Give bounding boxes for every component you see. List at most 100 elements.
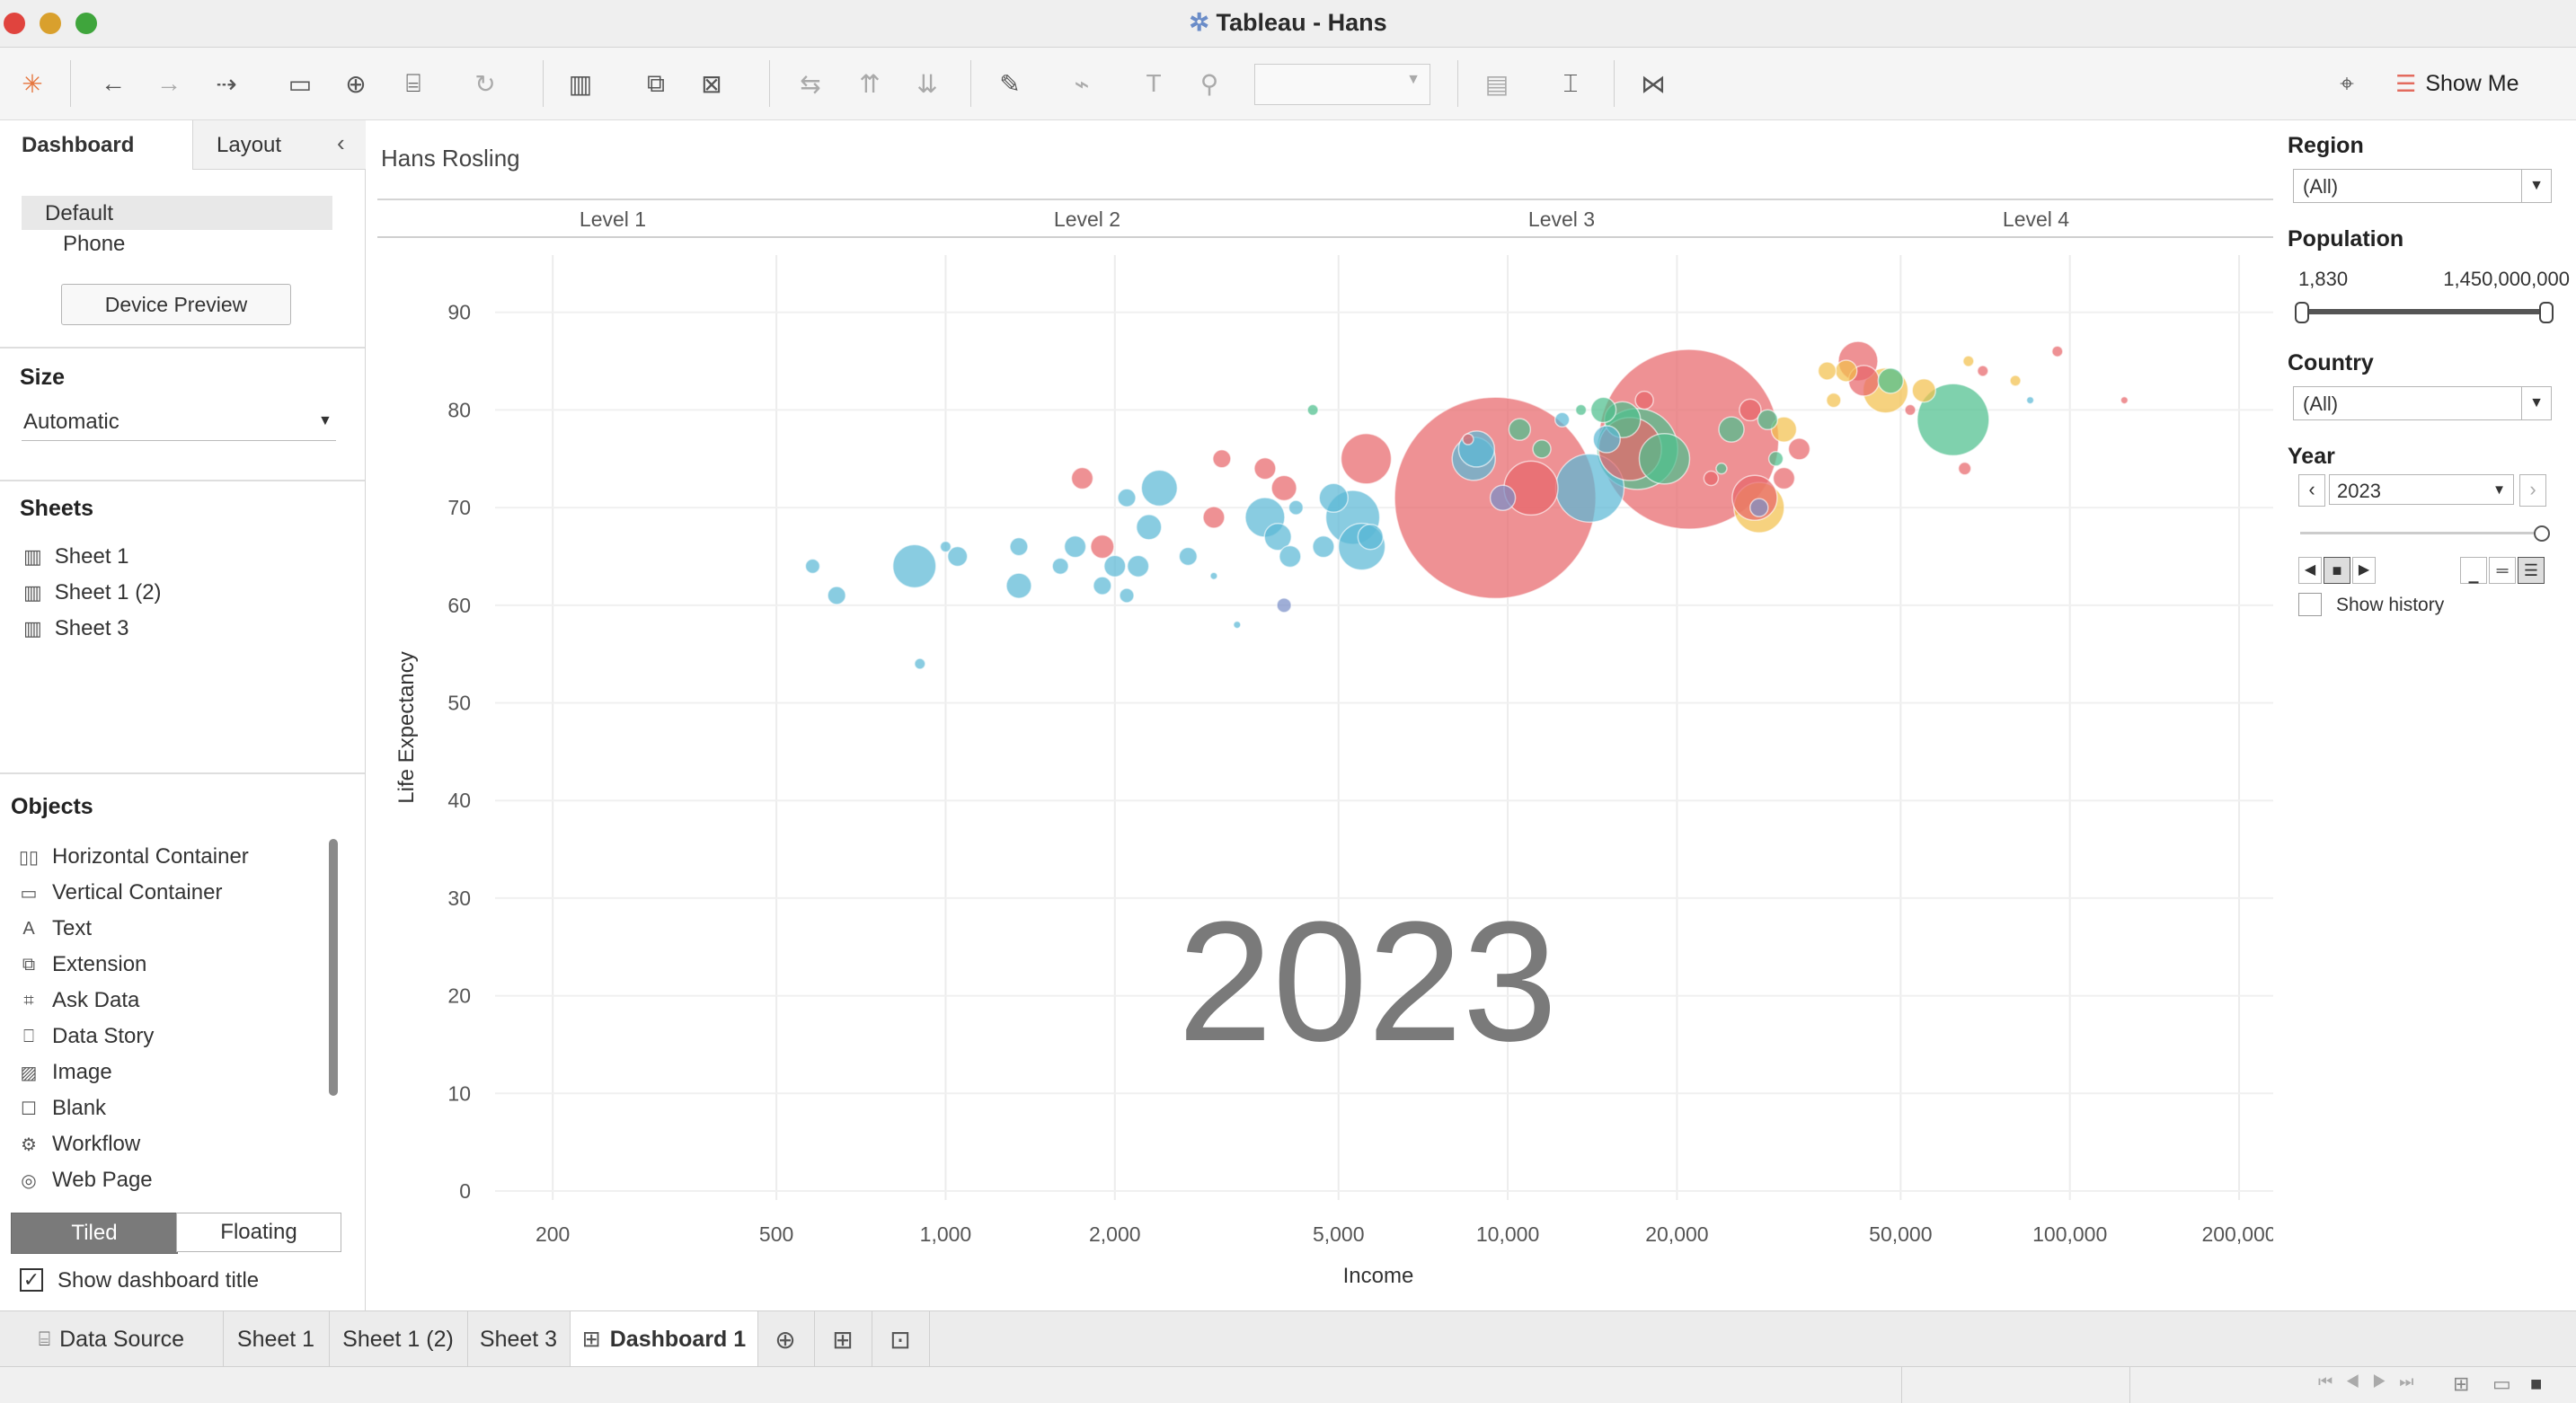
bubble-point[interactable] <box>1817 361 1837 381</box>
show-mark-labels-icon[interactable]: T <box>1146 69 1162 97</box>
bubble-point[interactable] <box>1340 433 1393 485</box>
object-horizontal-container[interactable]: ▯▯ Horizontal Container <box>18 844 249 869</box>
save-icon[interactable]: ▭ <box>288 69 313 98</box>
pause-updates-icon[interactable]: ⌸ <box>405 68 421 97</box>
new-story-tab-icon[interactable]: ⊡ <box>872 1311 930 1367</box>
show-history-checkbox[interactable] <box>2298 593 2322 616</box>
close-window-button[interactable] <box>4 13 25 34</box>
bubble-point[interactable] <box>1270 474 1297 502</box>
object-text[interactable]: A Text <box>18 916 92 941</box>
bubble-point[interactable] <box>1119 587 1135 604</box>
bubble-point[interactable] <box>2025 395 2035 405</box>
sheet-item-3[interactable]: ▥ Sheet 3 <box>23 616 129 641</box>
format-painter-icon[interactable]: ⌖ <box>2340 68 2354 97</box>
bubble-point[interactable] <box>2009 375 2022 387</box>
bubble-point[interactable] <box>1877 367 1905 394</box>
new-worksheet-icon[interactable]: ▥ <box>568 69 593 98</box>
play-backward-icon[interactable]: ◀ <box>2298 557 2322 584</box>
population-slider-min-handle[interactable] <box>2295 302 2309 323</box>
population-slider[interactable] <box>2300 309 2546 314</box>
sort-descending-icon[interactable]: ⇊ <box>916 69 938 98</box>
stop-icon[interactable]: ■ <box>2324 557 2350 584</box>
bubble-point[interactable] <box>1739 398 1762 422</box>
tab-sheet-3[interactable]: Sheet 3 <box>467 1311 571 1367</box>
bubble-point[interactable] <box>1263 522 1292 551</box>
device-preview-button[interactable]: Device Preview <box>61 284 291 325</box>
bubble-point[interactable] <box>1318 482 1350 514</box>
device-default[interactable]: Default <box>22 196 332 230</box>
bubble-point[interactable] <box>1917 383 1990 457</box>
objects-scrollbar[interactable] <box>329 839 338 1096</box>
object-extension[interactable]: ⧉ Extension <box>18 952 147 977</box>
object-blank[interactable]: ☐ Blank <box>18 1096 106 1121</box>
speed-fast-icon[interactable]: ☰ <box>2518 557 2545 584</box>
bubble-point[interactable] <box>1638 433 1691 485</box>
tableau-home-icon[interactable]: ✳ <box>22 69 43 98</box>
bubble-point[interactable] <box>1063 534 1087 559</box>
collapse-panel-icon[interactable]: ‹ <box>337 129 345 156</box>
bubble-point[interactable] <box>1051 557 1069 576</box>
show-title-checkbox[interactable]: ✓ <box>20 1268 43 1292</box>
fix-axes-icon[interactable]: ⚲ <box>1199 69 1219 98</box>
object-image[interactable]: ▨ Image <box>18 1060 112 1085</box>
bubble-point[interactable] <box>1462 433 1474 446</box>
bubble-point[interactable] <box>1592 425 1621 454</box>
bubble-point[interactable] <box>827 586 846 605</box>
bubble-point[interactable] <box>1233 620 1242 630</box>
sheet-sorter-icon[interactable]: ⊞ <box>2453 1372 2470 1395</box>
bubble-point[interactable] <box>1140 469 1179 507</box>
object-data-story[interactable]: ⎕ Data Story <box>18 1024 154 1049</box>
minimize-window-button[interactable] <box>40 13 61 34</box>
bubble-point[interactable] <box>1554 411 1571 428</box>
bubble-point[interactable] <box>1589 396 1617 424</box>
bubble-point[interactable] <box>1826 392 1842 409</box>
bubble-point[interactable] <box>1136 514 1163 541</box>
bubble-point[interactable] <box>1508 418 1532 441</box>
bubble-point[interactable] <box>946 545 969 568</box>
new-data-source-icon[interactable]: ⊕ <box>345 69 367 98</box>
new-dashboard-tab-icon[interactable]: ⊞ <box>814 1311 872 1367</box>
bubble-point[interactable] <box>1279 544 1302 569</box>
play-forward-icon[interactable]: ▶ <box>2352 557 2376 584</box>
sort-ascending-icon[interactable]: ⇈ <box>859 69 881 98</box>
bubble-point[interactable] <box>1178 546 1199 567</box>
bubble-point[interactable] <box>1574 403 1588 417</box>
bubble-point[interactable] <box>1005 572 1032 599</box>
region-dropdown[interactable]: (All) ▼ <box>2293 169 2552 203</box>
bubble-point[interactable] <box>1117 488 1137 508</box>
tab-sheet-1-2[interactable]: Sheet 1 (2) <box>329 1311 468 1367</box>
tab-sheet-1[interactable]: Sheet 1 <box>223 1311 330 1367</box>
tab-data-source[interactable]: ⌸ Data Source <box>0 1311 224 1367</box>
year-previous-button[interactable]: ‹ <box>2298 474 2325 507</box>
show-me-button[interactable]: ☰ Show Me <box>2395 67 2519 100</box>
maximize-window-button[interactable] <box>75 13 97 34</box>
filmstrip-icon[interactable]: ▭ <box>2492 1372 2511 1395</box>
bubble-point[interactable] <box>804 558 821 575</box>
tab-dashboard[interactable]: Dashboard <box>0 120 192 169</box>
size-dropdown[interactable]: Automatic ▼ <box>22 406 336 441</box>
bubble-point[interactable] <box>1532 439 1552 459</box>
bubble-point[interactable] <box>2120 395 2129 405</box>
bubble-point[interactable] <box>2051 345 2064 357</box>
sheet-item-1[interactable]: ▥ Sheet 1 <box>23 544 129 569</box>
bubble-point[interactable] <box>1070 466 1094 490</box>
bubble-point[interactable] <box>1767 451 1784 467</box>
bubble-point[interactable] <box>939 540 952 553</box>
population-slider-max-handle[interactable] <box>2539 302 2554 323</box>
highlight-icon[interactable]: ✎ <box>999 69 1021 98</box>
swap-rows-columns-icon[interactable]: ⇆ <box>800 69 821 98</box>
tiled-toggle[interactable]: Tiled <box>11 1213 178 1254</box>
tab-dashboard-1[interactable]: ⊞ Dashboard 1 <box>570 1311 758 1367</box>
fit-dropdown[interactable]: ▼ <box>1254 64 1430 105</box>
bubble-point[interactable] <box>1209 571 1218 580</box>
bubble-point[interactable] <box>1090 534 1115 560</box>
show-hide-cards-icon[interactable]: ▤ <box>1484 69 1509 98</box>
bubble-point[interactable] <box>1757 409 1779 431</box>
year-dropdown[interactable]: 2023 ▼ <box>2329 474 2514 505</box>
bubble-point[interactable] <box>891 543 937 589</box>
share-icon[interactable]: ⋈ <box>1641 69 1666 98</box>
bubble-point[interactable] <box>1703 470 1720 487</box>
object-workflow[interactable]: ⚙ Workflow <box>18 1132 140 1157</box>
year-slider-handle[interactable] <box>2534 525 2550 542</box>
tab-layout[interactable]: Layout ‹ <box>192 120 366 170</box>
